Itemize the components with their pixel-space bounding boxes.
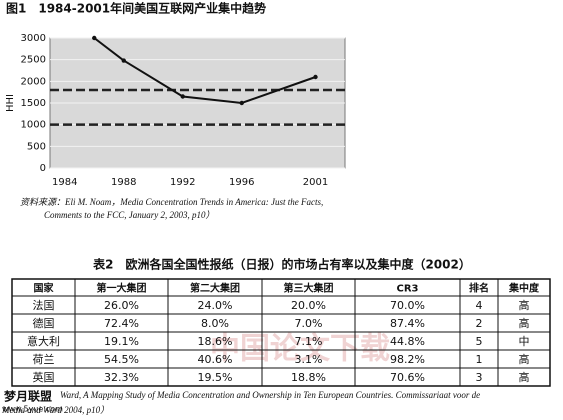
table-header: 国家: [34, 282, 55, 295]
table-cell: 87.4%: [390, 317, 425, 330]
table-cell: 1: [476, 353, 483, 366]
table-cell: 70.6%: [390, 371, 425, 384]
data-point: [313, 74, 318, 80]
table-cell: 98.2%: [390, 353, 425, 366]
figure-title: 图1 1984-2001年间美国互联网产业集中趋势: [6, 1, 266, 16]
table-cell: 高: [519, 352, 530, 366]
table-cell: 54.5%: [104, 353, 139, 366]
data-point: [92, 35, 97, 41]
y-tick-label: 2500: [21, 55, 46, 66]
table-cell: 高: [519, 316, 530, 330]
table-header: 第一大集团: [97, 282, 147, 295]
y-axis-label: HHI: [5, 94, 16, 112]
footnote: Ward, A Mapping Study of Media Concentra…: [60, 390, 480, 400]
table-cell: 40.6%: [198, 353, 233, 366]
table-cell: 法国: [33, 298, 55, 312]
table-cell: 26.0%: [104, 299, 139, 312]
table-title: 表2 欧洲各国全国性报纸（日报）的市场占有率以及集中度（2002）: [92, 257, 471, 272]
source-note: 资料来源：Eli M. Noam，Media Concentration Tre…: [20, 197, 323, 207]
table-cell: 32.3%: [104, 371, 139, 384]
footnote: Media and Ward 2004, p10）: [1, 405, 109, 415]
table-cell: 19.5%: [198, 371, 233, 384]
y-tick-label: 500: [27, 141, 46, 152]
table-cell: 荷兰: [33, 353, 55, 366]
table-cell: 18.8%: [291, 371, 326, 384]
data-point: [180, 94, 185, 99]
data-point: [121, 58, 126, 63]
table-header: CR3: [397, 284, 419, 295]
table-cell: 中: [519, 335, 530, 348]
table-cell: 3.1%: [295, 353, 323, 366]
table-cell: 18.6%: [198, 335, 233, 348]
y-tick-label: 1000: [21, 120, 46, 131]
x-tick-label: 1992: [170, 177, 195, 188]
y-tick-label: 3000: [21, 33, 46, 44]
watermark: 中国论文下载: [210, 332, 390, 367]
watermark: www.5yue.com: [2, 405, 63, 414]
table-cell: 3: [476, 371, 483, 384]
x-tick-label: 1996: [229, 177, 254, 188]
table-cell: 7.1%: [295, 335, 323, 348]
y-tick-label: 0: [40, 163, 46, 174]
table-cell: 高: [519, 370, 530, 384]
table-header: 第二大集团: [190, 282, 240, 295]
table-cell: 72.4%: [104, 317, 139, 330]
table-cell: 意大利: [27, 334, 60, 348]
table-cell: 44.8%: [390, 335, 425, 348]
table-cell: 19.1%: [104, 335, 139, 348]
x-tick-label: 1984: [52, 177, 77, 188]
table-cell: 24.0%: [198, 299, 233, 312]
table-cell: 8.0%: [201, 317, 229, 330]
y-tick-label: 1500: [21, 98, 46, 109]
table-cell: 英国: [33, 370, 55, 384]
table-header: 排名: [469, 282, 489, 295]
table-cell: 4: [476, 299, 483, 312]
y-tick-label: 2000: [21, 76, 46, 87]
table-cell: 2: [476, 317, 483, 330]
watermark: 梦月联盟: [4, 389, 52, 404]
table-cell: 高: [519, 298, 530, 312]
table-cell: 5: [476, 335, 483, 348]
source-note: Comments to the FCC, January 2, 2003, p1…: [44, 210, 215, 220]
x-tick-label: 1988: [111, 177, 136, 188]
table-header: 第三大集团: [284, 282, 334, 295]
table-cell: 德国: [33, 316, 55, 330]
table-cell: 70.0%: [390, 299, 425, 312]
table-cell: 20.0%: [291, 299, 326, 312]
data-point: [239, 100, 244, 106]
table-cell: 7.0%: [295, 317, 323, 330]
table-header: 集中度: [508, 282, 540, 295]
x-tick-label: 2001: [303, 177, 328, 188]
